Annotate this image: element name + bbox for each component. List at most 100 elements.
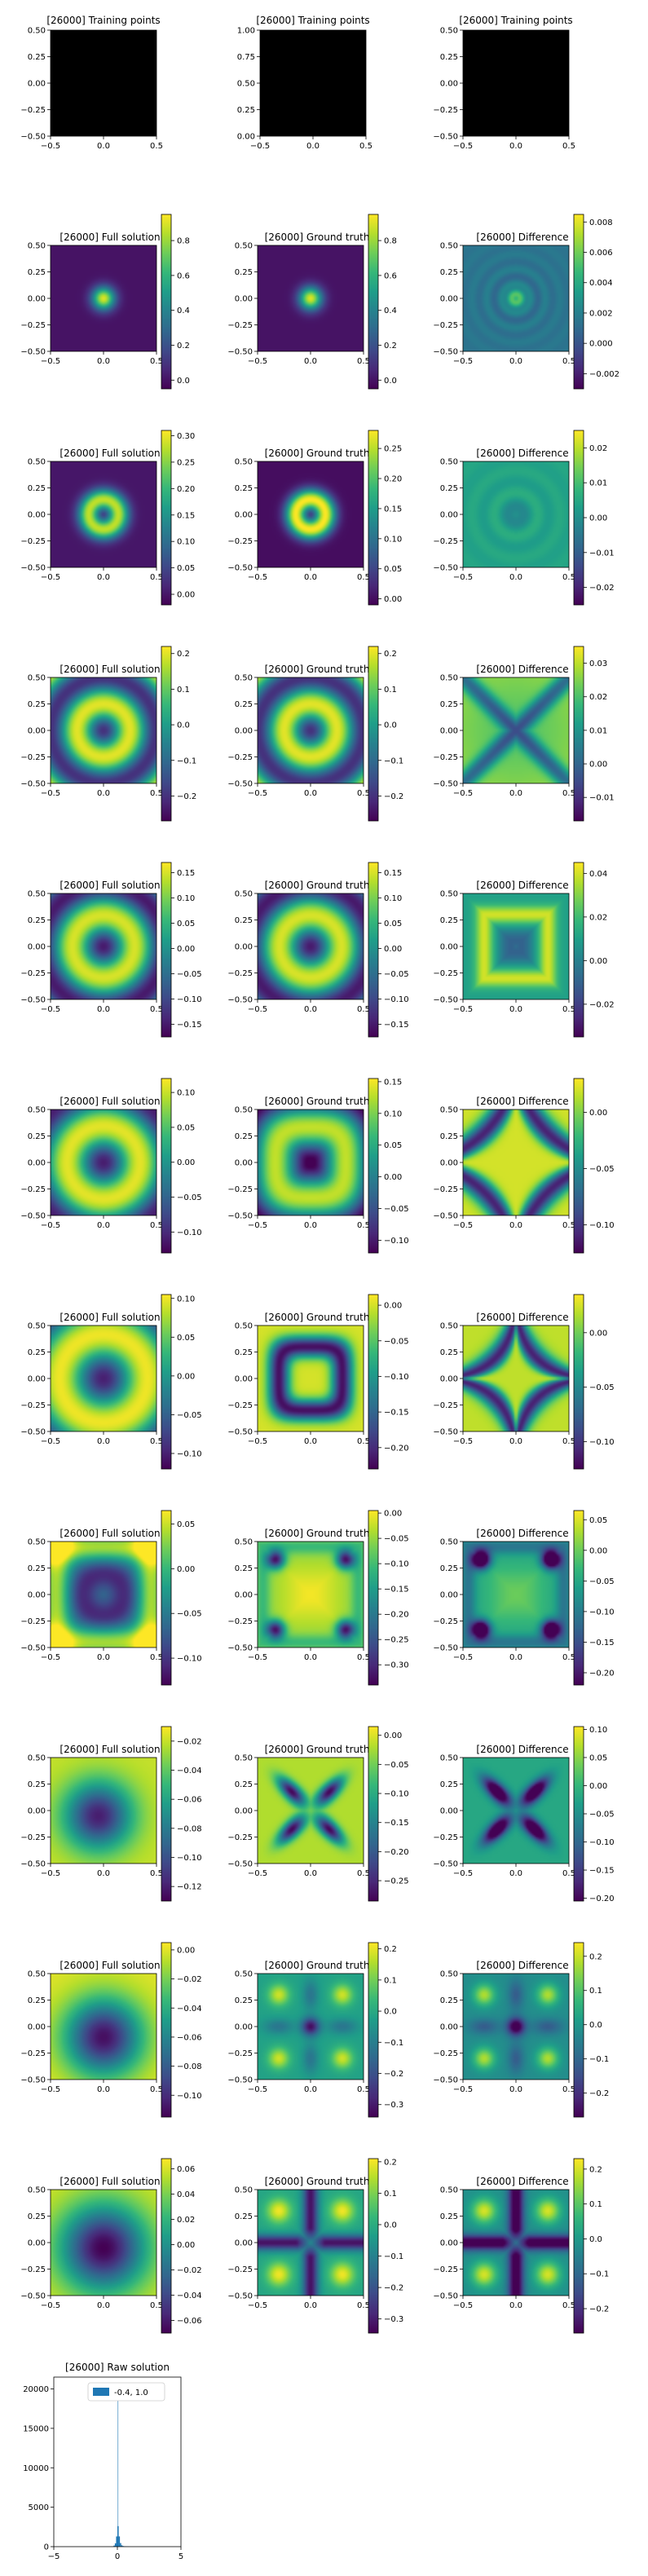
colorbar — [368, 1294, 379, 1470]
colorbar-tick-label: 0.05 — [177, 1334, 195, 1343]
heatmap-ytick-label: −0.50 — [20, 348, 46, 357]
training-ytick-label: 1.00 — [237, 27, 255, 36]
training-points-panel: [26000] Training points −0.5 0.0 0.5 0.50 0.2… — [20, 15, 163, 151]
heatmap-panel: [26000] Ground truth −0.5 0.0 0.5 0.50 0.25 0.… — [227, 1942, 403, 2118]
heatmap-xtick-label: 0.5 — [562, 2301, 575, 2310]
heatmap-image — [51, 1758, 156, 1864]
heatmap-xtick-label: 0.5 — [357, 789, 370, 798]
training-points-panel: [26000] Training points −0.5 0.0 0.5 0.50 0.2… — [433, 15, 575, 151]
heatmap-ytick-label: 0.00 — [235, 295, 253, 304]
legend-swatch — [93, 2388, 109, 2396]
colorbar-tick-label: −0.02 — [177, 1737, 202, 1746]
panel-title: [26000] Ground truth — [265, 448, 370, 459]
colorbar-tick-label: −0.20 — [384, 1848, 409, 1857]
heatmap-panel: [26000] Difference−0.5 0.0 0.50.500.250.00… — [433, 1942, 609, 2118]
colorbar — [161, 1078, 172, 1254]
heatmap-ytick-label: 0.50 — [28, 1970, 46, 1979]
colorbar-tick-label: −0.05 — [177, 970, 202, 979]
heatmap-ytick-label: 0.25 — [235, 1780, 253, 1789]
colorbar-tick-label: −0.2 — [589, 2089, 609, 2098]
heatmap-xtick-label: −0.5 — [453, 789, 473, 798]
heatmap-panel: [26000] Difference−0.5 0.0 0.50.500.250.00… — [433, 646, 615, 822]
colorbar-tick-label: −0.05 — [384, 1337, 409, 1346]
heatmap-ytick-label: 0.25 — [440, 700, 458, 709]
training-points-fill — [260, 30, 366, 136]
histogram-ytick-label: 20000 — [23, 2385, 49, 2394]
colorbar-tick-label: −0.15 — [589, 1639, 615, 1647]
panel-title: [26000] Difference — [476, 1960, 568, 1971]
colorbar-tick-label: 0.4 — [177, 307, 190, 315]
heatmap-ytick-label: 0.50 — [235, 2186, 253, 2195]
heatmap-ytick-label: 0.00 — [440, 727, 458, 736]
heatmap-panel: [26000] Full solution −0.5 0.0 0.5 0.50 0.25 0… — [20, 1726, 202, 1902]
heatmap-xtick-label: −0.5 — [41, 573, 60, 582]
panel-title: [26000] Difference — [476, 1744, 568, 1755]
colorbar-tick-label: 0.10 — [589, 1726, 607, 1735]
panel-title: [26000] Full solution — [60, 1312, 160, 1323]
colorbar-tick-label: −0.10 — [384, 1790, 409, 1799]
heatmap-ytick-label: −0.25 — [227, 2265, 253, 2274]
heatmap-xtick-label: −0.5 — [248, 789, 267, 798]
colorbar-tick-label: 0.00 — [589, 1546, 607, 1555]
heatmap-xtick-label: −0.5 — [248, 1221, 267, 1230]
colorbar — [573, 1510, 584, 1686]
heatmap-panel: [26000] Difference−0.5 0.0 0.50.500.250.00… — [433, 862, 615, 1038]
heatmap-xtick-label: −0.5 — [248, 1437, 267, 1446]
colorbar-tick-label: 0.04 — [177, 2190, 195, 2199]
colorbar — [368, 430, 379, 606]
heatmap-ytick-label: 0.50 — [28, 1754, 46, 1763]
heatmap-xtick-label: 0.0 — [97, 1653, 110, 1662]
colorbar-tick-label: 0.2 — [384, 342, 397, 351]
heatmap-ytick-label: −0.50 — [433, 996, 458, 1005]
heatmap-xtick-label: 0.0 — [304, 2301, 317, 2310]
colorbar-tick-label: 0.06 — [177, 2165, 195, 2174]
heatmap-xtick-label: 0.0 — [97, 2085, 110, 2094]
heatmap-xtick-label: −0.5 — [453, 1869, 473, 1878]
colorbar-tick-label: 0.05 — [177, 1520, 195, 1529]
colorbar-tick-label: 0.05 — [177, 564, 195, 573]
heatmap-ytick-label: 0.00 — [235, 1591, 253, 1600]
histogram-ytick-label: 5000 — [29, 2503, 49, 2512]
colorbar-tick-label: 0.00 — [384, 1510, 402, 1519]
heatmap-ytick-label: 0.25 — [28, 484, 46, 493]
heatmap-xtick-label: 0.0 — [304, 1653, 317, 1662]
colorbar — [161, 1942, 172, 2118]
heatmap-xtick-label: −0.5 — [453, 1221, 473, 1230]
colorbar-tick-label: 0.05 — [589, 1753, 607, 1762]
heatmap-ytick-label: −0.25 — [433, 1401, 458, 1410]
heatmap-ytick-label: −0.25 — [20, 321, 46, 330]
colorbar-tick-label: 0.2 — [384, 2158, 397, 2167]
training-points-fill — [463, 30, 569, 136]
colorbar-tick-label: −0.04 — [177, 2291, 202, 2300]
heatmap-ytick-label: −0.50 — [433, 1428, 458, 1437]
heatmap-ytick-label: 0.50 — [235, 1970, 253, 1979]
heatmap-xtick-label: 0.5 — [562, 1221, 575, 1230]
training-ytick-label: 0.00 — [237, 133, 255, 142]
heatmap-ytick-label: 0.00 — [235, 1159, 253, 1168]
colorbar-tick-label: −0.10 — [177, 1449, 202, 1458]
heatmap-panel: [26000] Full solution −0.5 0.0 0.5 0.50 0.25 0… — [20, 1294, 202, 1470]
colorbar-tick-label: 0.1 — [384, 2190, 397, 2199]
heatmap-ytick-label: 0.25 — [28, 268, 46, 277]
training-ytick-label: −0.50 — [433, 133, 458, 142]
heatmap-ytick-label: −0.50 — [227, 1644, 253, 1653]
colorbar-tick-label: −0.15 — [384, 1586, 409, 1595]
heatmap-panel: [26000] Full solution −0.5 0.0 0.5 0.50 0.25 0… — [20, 646, 196, 822]
heatmap-ytick-label: −0.50 — [227, 1860, 253, 1869]
colorbar-tick-label: 0.8 — [177, 237, 190, 246]
colorbar-tick-label: 0.00 — [177, 1372, 195, 1381]
heatmap-xtick-label: 0.5 — [357, 2085, 370, 2094]
heatmap-ytick-label: 0.50 — [440, 1970, 458, 1979]
panel-title: [26000] Ground truth — [265, 1096, 370, 1107]
heatmap-ytick-label: −0.25 — [20, 753, 46, 762]
colorbar-tick-label: −0.15 — [589, 1867, 615, 1876]
heatmap-ytick-label: −0.25 — [227, 1185, 253, 1194]
heatmap-xtick-label: 0.5 — [357, 1437, 370, 1446]
heatmap-image — [463, 1974, 569, 2080]
colorbar-tick-label: 0.1 — [384, 686, 397, 695]
colorbar — [368, 1942, 379, 2118]
heatmap-ytick-label: −0.50 — [433, 2076, 458, 2085]
colorbar-tick-label: 0.10 — [177, 1089, 195, 1098]
heatmap-ytick-label: −0.25 — [433, 1185, 458, 1194]
